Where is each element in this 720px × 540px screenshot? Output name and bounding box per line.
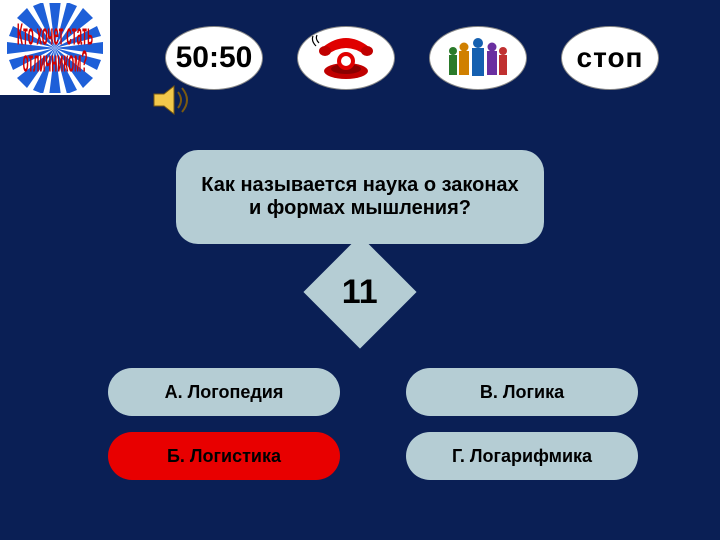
answer-a[interactable]: А. Логопедия bbox=[108, 368, 340, 416]
answer-d[interactable]: Г. Логарифмика bbox=[406, 432, 638, 480]
answer-a-label: А. Логопедия bbox=[165, 382, 284, 403]
question-text: Как называется наука о законах и формах … bbox=[194, 174, 526, 220]
lifeline-5050[interactable]: 50:50 bbox=[165, 26, 263, 90]
logo-badge: Кто хочет стать отличником? bbox=[0, 0, 110, 95]
question-box: Как называется наука о законах и формах … bbox=[176, 150, 544, 244]
answer-d-label: Г. Логарифмика bbox=[452, 446, 592, 467]
logo-line2: отличником? bbox=[17, 48, 93, 76]
lifeline-audience[interactable] bbox=[429, 26, 527, 90]
answer-c-label: В. Логика bbox=[480, 382, 564, 403]
lifelines-row: 50:50 bbox=[165, 26, 659, 90]
answer-c[interactable]: В. Логика bbox=[406, 368, 638, 416]
phone-icon bbox=[311, 33, 381, 83]
lifeline-stop-label: стоп bbox=[577, 45, 644, 72]
question-number: 11 bbox=[342, 278, 378, 307]
answer-b[interactable]: Б. Логистика bbox=[108, 432, 340, 480]
lifeline-phone[interactable] bbox=[297, 26, 395, 90]
question-number-diamond: 11 bbox=[303, 235, 416, 348]
audience-icon bbox=[438, 33, 518, 83]
lifeline-stop[interactable]: стоп bbox=[561, 26, 659, 90]
answer-b-label: Б. Логистика bbox=[167, 446, 281, 467]
sound-icon bbox=[152, 82, 194, 123]
logo-line1: Кто хочет стать bbox=[17, 20, 93, 48]
logo-text: Кто хочет стать отличником? bbox=[17, 20, 93, 75]
stage: Кто хочет стать отличником? 50:50 bbox=[0, 0, 720, 540]
lifeline-5050-label: 50:50 bbox=[176, 44, 253, 73]
